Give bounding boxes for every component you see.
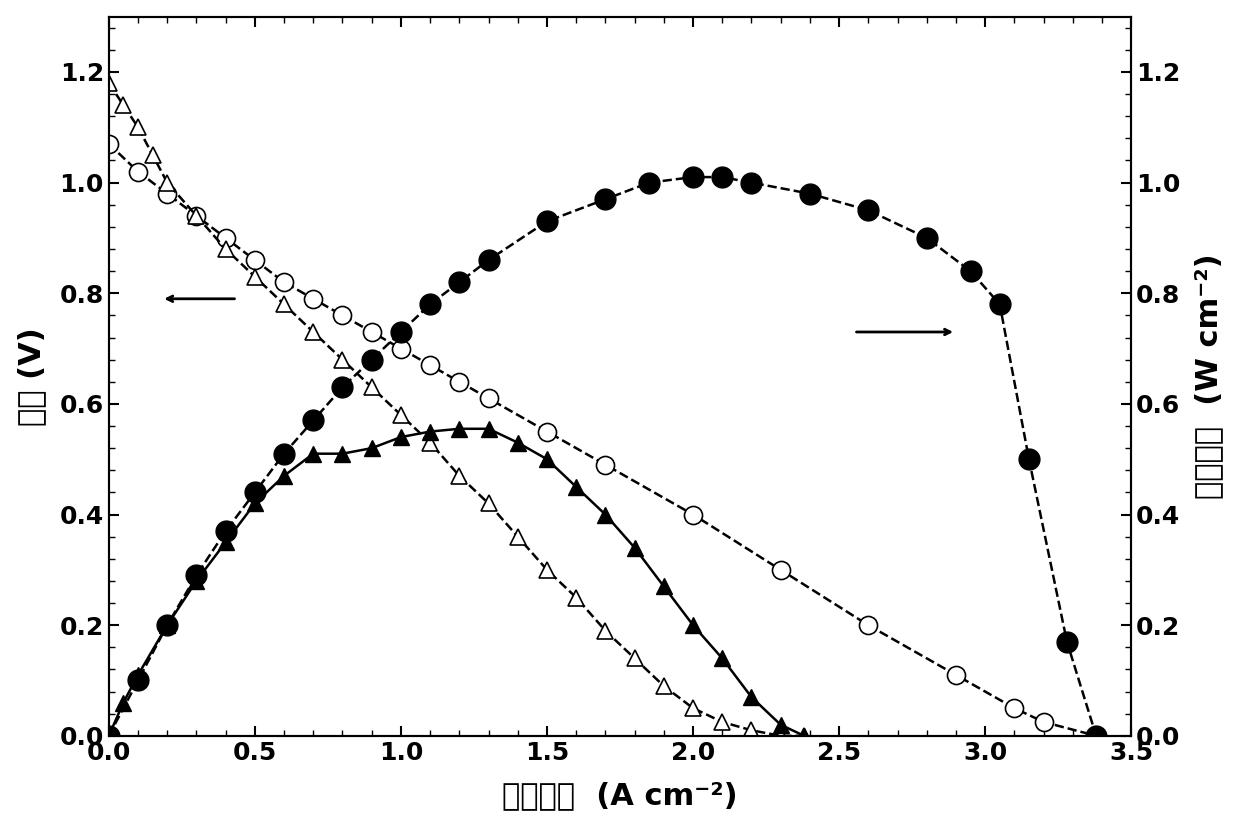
Y-axis label: 电压 (V): 电压 (V) — [16, 327, 46, 426]
X-axis label: 电流密度  (A cm⁻²): 电流密度 (A cm⁻²) — [502, 782, 738, 810]
Y-axis label: 功率密度  (W cm⁻²): 功率密度 (W cm⁻²) — [1194, 253, 1224, 499]
